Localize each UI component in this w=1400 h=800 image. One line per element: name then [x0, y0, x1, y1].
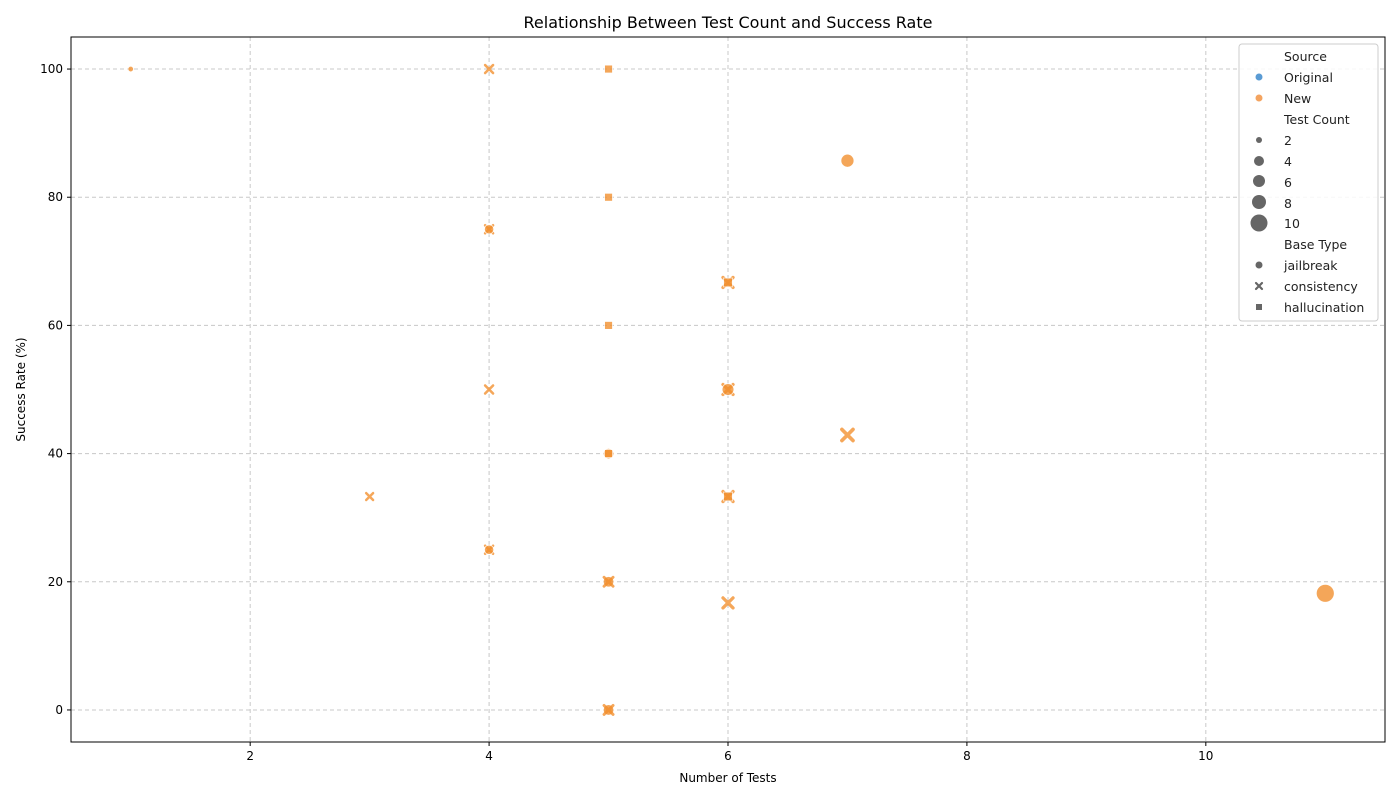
- legend-label-new: New: [1284, 91, 1311, 106]
- legend-box: [1238, 43, 1379, 322]
- scatter-point-hallucination: [604, 321, 613, 330]
- x-tick-label: 2: [246, 749, 254, 763]
- x-tick-label: 10: [1198, 749, 1213, 763]
- scatter-point-jailbreak: [484, 224, 495, 235]
- legend-size-label-4: 4: [1284, 154, 1292, 169]
- legend-size-marker-8: [1252, 195, 1266, 209]
- y-axis-label: Success Rate (%): [14, 337, 28, 441]
- x-tick-label: 4: [485, 749, 493, 763]
- chart-title: Relationship Between Test Count and Succ…: [524, 13, 933, 32]
- scatter-point-jailbreak: [1315, 583, 1335, 603]
- legend-size-label-2: 2: [1284, 133, 1292, 148]
- legend-size-label-6: 6: [1284, 175, 1292, 190]
- scatter-point-consistency: [483, 384, 495, 395]
- legend-size-marker-10: [1250, 214, 1268, 232]
- y-tick-label: 40: [48, 447, 63, 461]
- scatter-point-hallucination: [604, 64, 613, 74]
- legend-size-marker-6: [1253, 175, 1265, 187]
- y-tick-label: 100: [40, 62, 63, 76]
- legend-style-marker-consistency: [1254, 281, 1264, 291]
- scatter-point-consistency: [602, 703, 615, 716]
- scatter-point-consistency: [364, 491, 375, 502]
- legend-label-original: Original: [1284, 70, 1333, 85]
- legend-hue-title: Source: [1284, 49, 1327, 64]
- legend-size-label-8: 8: [1284, 196, 1292, 211]
- scatter-point-jailbreak: [127, 65, 134, 73]
- scatter-point-consistency: [483, 63, 495, 75]
- legend-size-title: Test Count: [1283, 112, 1350, 127]
- scatter-point-jailbreak: [721, 383, 735, 396]
- y-tick-label: 60: [48, 318, 63, 332]
- legend-style-marker-hallucination: [1256, 304, 1262, 310]
- y-tick-label: 80: [48, 190, 63, 204]
- scatter-point-hallucination: [723, 491, 733, 502]
- legend-marker-original: [1255, 73, 1263, 81]
- scatter-point-consistency: [602, 575, 615, 588]
- legend-size-marker-4: [1254, 156, 1264, 166]
- x-tick-label: 8: [963, 749, 971, 763]
- scatter-point-jailbreak: [484, 544, 495, 555]
- scatter-point-jailbreak: [840, 153, 855, 168]
- scatter-point-consistency: [840, 427, 855, 443]
- y-tick-label: 0: [55, 703, 63, 717]
- legend-marker-new: [1255, 94, 1263, 102]
- points-layer: [127, 63, 1335, 716]
- y-tick-label: 20: [48, 575, 63, 589]
- legend-style-label-consistency: consistency: [1284, 279, 1358, 294]
- scatter-point-hallucination: [604, 192, 613, 202]
- x-axis-label: Number of Tests: [679, 771, 776, 785]
- x-tick-label: 6: [724, 749, 732, 763]
- scatter-point-consistency: [721, 596, 735, 610]
- scatter-point-hallucination: [604, 449, 613, 458]
- legend-size-marker-2: [1256, 137, 1262, 143]
- legend-style-title: Base Type: [1284, 237, 1347, 252]
- legend-size-label-10: 10: [1284, 216, 1300, 231]
- legend-style-label-jailbreak: jailbreak: [1283, 258, 1338, 273]
- legend: Source Original New Test Count 2 4 6 8 1…: [1238, 43, 1379, 322]
- legend-style-label-hallucination: hallucination: [1284, 300, 1364, 315]
- legend-style-marker-jailbreak: [1255, 261, 1263, 269]
- scatter-point-hallucination: [723, 277, 733, 288]
